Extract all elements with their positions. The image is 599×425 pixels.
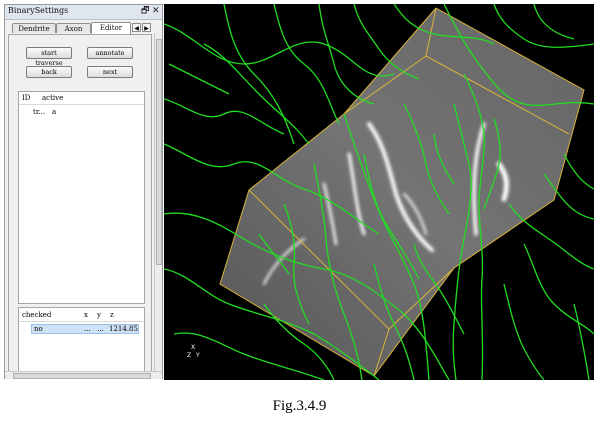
horizontal-scrollbar[interactable] xyxy=(5,371,162,379)
start-traverse-button[interactable]: start traverse xyxy=(26,47,72,67)
figure-caption: Fig.3.4.9 xyxy=(272,398,327,414)
tab-scroll-right-icon[interactable]: ▶ xyxy=(142,23,151,32)
column-header-active[interactable]: active xyxy=(42,94,64,102)
tab-dendrite[interactable]: Dendrite xyxy=(12,23,56,33)
dock-title-bar[interactable]: BinarySettings 🗗 ✕ xyxy=(5,5,162,20)
checked-cell: no xyxy=(34,325,43,333)
bright-structures xyxy=(263,122,509,285)
tab-scroll-left-icon[interactable]: ◀ xyxy=(132,23,141,32)
editor-tab-content: start traverse annotate back next ID act… xyxy=(8,34,152,374)
close-icon[interactable]: ✕ xyxy=(152,6,160,16)
column-header-z[interactable]: z xyxy=(110,311,114,319)
header-divider xyxy=(19,104,144,105)
annotate-button[interactable]: annotate xyxy=(87,47,133,59)
trace-list-table[interactable]: ID active tr... a xyxy=(18,91,145,304)
volume-render xyxy=(164,4,594,380)
tab-axon[interactable]: Axon xyxy=(56,23,91,33)
volume-block xyxy=(220,8,584,376)
next-button[interactable]: next xyxy=(87,66,133,78)
column-header-x[interactable]: x xyxy=(84,311,88,319)
axis-y-label: Y xyxy=(196,352,200,359)
y-cell: ... xyxy=(97,325,104,333)
restore-icon[interactable]: 🗗 xyxy=(141,6,150,16)
binary-settings-dock: BinarySettings 🗗 ✕ Dendrite Axon Editor … xyxy=(4,4,163,379)
trace-active-cell: a xyxy=(52,108,57,116)
column-header-y[interactable]: y xyxy=(97,311,101,319)
x-cell: ... xyxy=(84,325,91,333)
vertical-scroll-thumb[interactable] xyxy=(156,39,162,265)
header-divider xyxy=(19,321,144,322)
tab-bar: Dendrite Axon Editor ◀ ▶ xyxy=(8,22,158,34)
vertical-scrollbar[interactable] xyxy=(154,33,162,374)
neuron-traces xyxy=(164,4,594,380)
column-header-id[interactable]: ID xyxy=(22,94,31,102)
horizontal-scroll-thumb[interactable] xyxy=(13,373,151,379)
column-header-checked[interactable]: checked xyxy=(22,311,52,319)
checked-list-table[interactable]: checked x y z no ... ... 1214.85 xyxy=(18,307,145,373)
z-cell: 1214.85 xyxy=(109,325,138,333)
tab-editor[interactable]: Editor xyxy=(91,22,131,34)
table-row[interactable] xyxy=(31,324,139,334)
trace-id-cell: tr... xyxy=(33,108,46,116)
axis-x-label: X xyxy=(191,344,196,351)
3d-viewport[interactable]: X Z Y xyxy=(164,4,594,380)
dock-title: BinarySettings xyxy=(8,6,69,15)
axis-z-label: Z xyxy=(187,352,192,359)
back-button[interactable]: back xyxy=(26,66,72,78)
